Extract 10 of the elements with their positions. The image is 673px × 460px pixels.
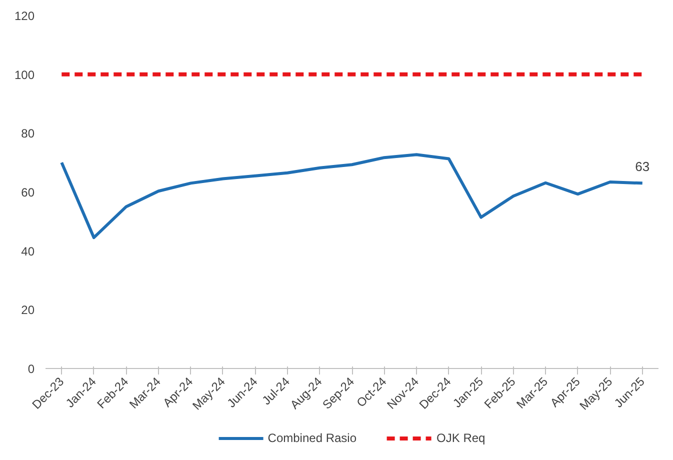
y-tick-label: 100 <box>14 68 35 82</box>
data-label: 63 <box>635 159 650 174</box>
legend-label: OJK Req <box>436 431 486 445</box>
y-tick-label: 120 <box>14 9 35 23</box>
y-tick-label: 80 <box>21 126 35 141</box>
y-tick-label: 40 <box>21 244 35 258</box>
y-tick-label: 20 <box>21 303 35 318</box>
y-tick-label: 0 <box>28 362 35 376</box>
y-tick-label: 60 <box>21 186 35 200</box>
legend-label: Combined Rasio <box>268 431 357 445</box>
